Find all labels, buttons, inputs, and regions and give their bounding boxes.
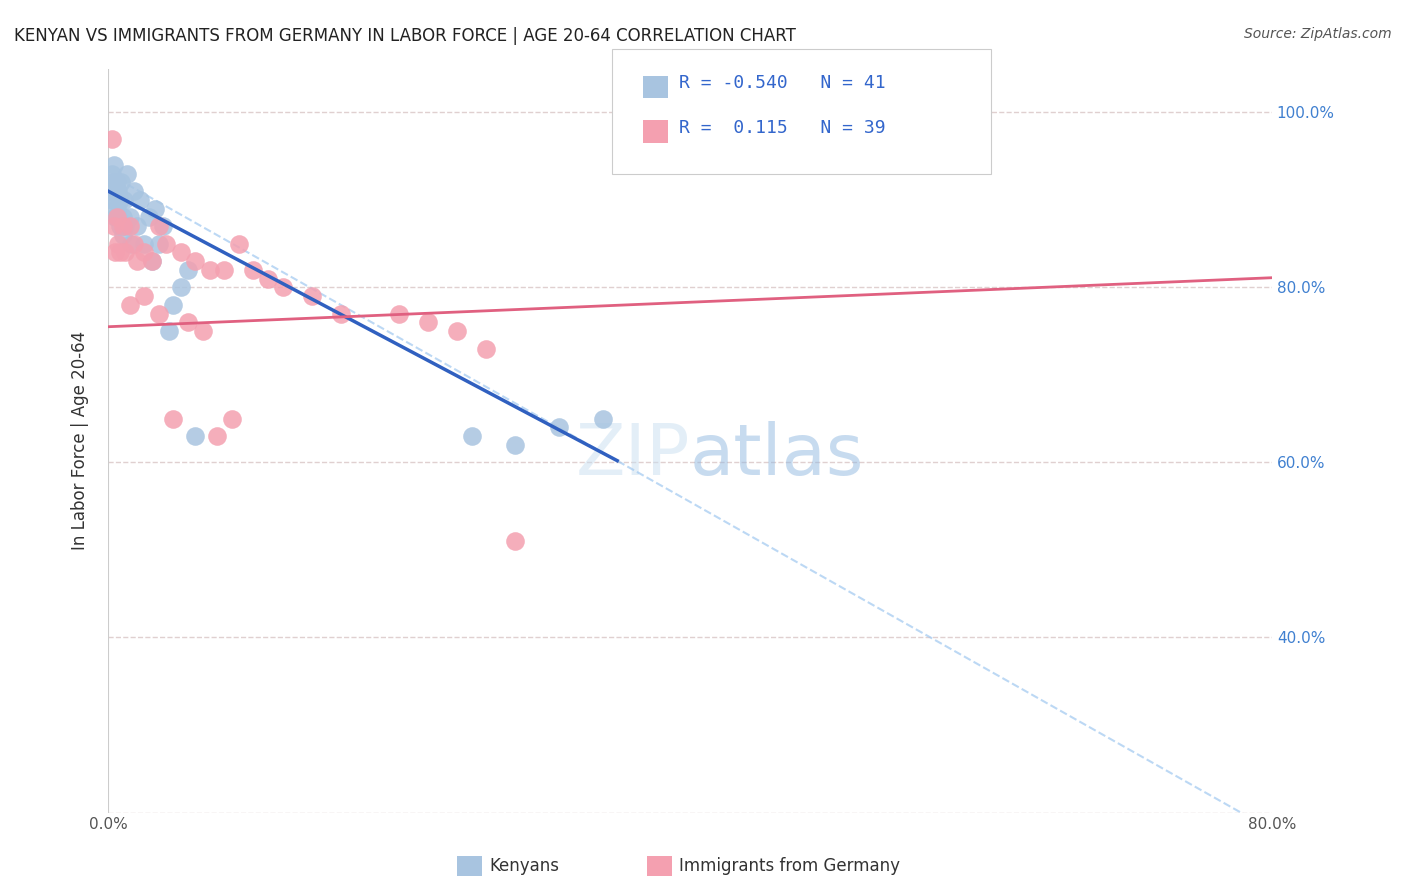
- Point: [103, 175, 125, 189]
- Point: [107, 211, 129, 225]
- Text: R = -0.540   N = 41: R = -0.540 N = 41: [679, 74, 886, 92]
- Point: [101, 167, 124, 181]
- Point: [122, 184, 145, 198]
- Point: [122, 236, 145, 251]
- Point: [108, 245, 131, 260]
- Point: [148, 307, 170, 321]
- Point: [148, 219, 170, 233]
- Point: [111, 227, 134, 242]
- Point: [177, 263, 200, 277]
- Point: [505, 534, 527, 549]
- Point: [505, 438, 527, 452]
- Point: [107, 184, 129, 198]
- Point: [143, 202, 166, 216]
- Point: [329, 307, 352, 321]
- Point: [191, 324, 214, 338]
- Point: [460, 429, 482, 443]
- Point: [127, 219, 149, 233]
- Point: [108, 193, 131, 207]
- Point: [198, 263, 221, 277]
- Text: R =  0.115   N = 39: R = 0.115 N = 39: [679, 119, 886, 136]
- Point: [592, 411, 614, 425]
- Point: [134, 245, 156, 260]
- Point: [388, 307, 411, 321]
- Point: [152, 219, 174, 233]
- Point: [112, 193, 135, 207]
- Point: [155, 236, 177, 251]
- Point: [108, 219, 131, 233]
- Point: [157, 324, 180, 338]
- Point: [105, 202, 128, 216]
- Text: KENYAN VS IMMIGRANTS FROM GERMANY IN LABOR FORCE | AGE 20-64 CORRELATION CHART: KENYAN VS IMMIGRANTS FROM GERMANY IN LAB…: [14, 27, 796, 45]
- Point: [118, 298, 141, 312]
- Point: [177, 315, 200, 329]
- Point: [221, 411, 243, 425]
- Point: [416, 315, 439, 329]
- Point: [162, 411, 184, 425]
- Point: [105, 211, 128, 225]
- Point: [170, 245, 193, 260]
- Point: [105, 175, 128, 189]
- Point: [120, 236, 142, 251]
- Point: [134, 236, 156, 251]
- Point: [170, 280, 193, 294]
- Point: [141, 254, 163, 268]
- Text: Source: ZipAtlas.com: Source: ZipAtlas.com: [1244, 27, 1392, 41]
- Point: [228, 236, 250, 251]
- Point: [475, 342, 498, 356]
- Point: [301, 289, 323, 303]
- Point: [103, 219, 125, 233]
- Point: [129, 193, 152, 207]
- Point: [138, 211, 160, 225]
- Point: [257, 271, 280, 285]
- Point: [103, 158, 125, 172]
- Point: [205, 429, 228, 443]
- Point: [104, 245, 127, 260]
- Point: [104, 193, 127, 207]
- Point: [548, 420, 571, 434]
- Point: [115, 167, 138, 181]
- Y-axis label: In Labor Force | Age 20-64: In Labor Force | Age 20-64: [72, 331, 89, 550]
- Point: [101, 193, 124, 207]
- Point: [214, 263, 236, 277]
- Point: [105, 184, 128, 198]
- Point: [134, 289, 156, 303]
- Text: atlas: atlas: [690, 421, 865, 490]
- Point: [110, 175, 132, 189]
- Point: [103, 184, 125, 198]
- Point: [162, 298, 184, 312]
- Point: [114, 219, 136, 233]
- Point: [446, 324, 468, 338]
- Point: [118, 211, 141, 225]
- Point: [114, 245, 136, 260]
- Point: [242, 263, 264, 277]
- Text: ZIP: ZIP: [575, 421, 690, 490]
- Text: Immigrants from Germany: Immigrants from Germany: [679, 857, 900, 875]
- Point: [127, 254, 149, 268]
- Point: [271, 280, 294, 294]
- Point: [104, 211, 127, 225]
- Point: [184, 429, 207, 443]
- Point: [100, 184, 122, 198]
- Point: [107, 236, 129, 251]
- Text: Kenyans: Kenyans: [489, 857, 560, 875]
- Point: [141, 254, 163, 268]
- Point: [118, 219, 141, 233]
- Point: [911, 131, 934, 145]
- Point: [111, 211, 134, 225]
- Point: [184, 254, 207, 268]
- Point: [111, 219, 134, 233]
- Point: [101, 131, 124, 145]
- Point: [148, 236, 170, 251]
